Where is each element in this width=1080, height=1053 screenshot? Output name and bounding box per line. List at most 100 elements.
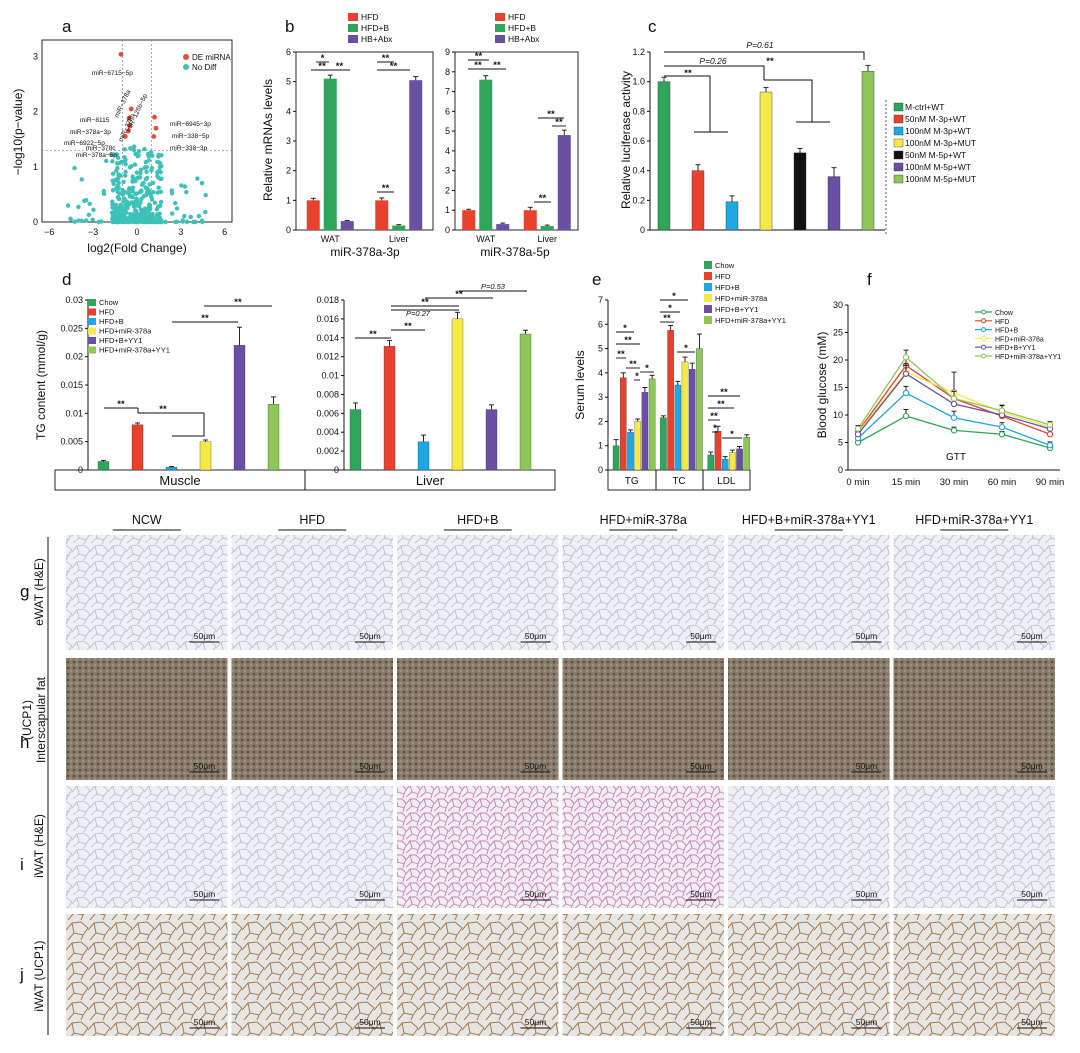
legend-label: 100nM M-5p+WT bbox=[905, 162, 971, 172]
y-tick-label: 3 bbox=[445, 166, 450, 176]
sig: ** bbox=[710, 411, 718, 422]
legend-marker bbox=[981, 335, 986, 341]
x-tick-label: WAT bbox=[476, 234, 495, 244]
point-HFD+miR-378a+YY1 bbox=[950, 395, 958, 402]
legend-marker bbox=[981, 309, 986, 315]
bar-HFD bbox=[383, 346, 396, 471]
no-diff-point bbox=[139, 216, 144, 221]
no-diff-point bbox=[184, 189, 189, 195]
legend-label: HFD+miR-378a bbox=[995, 336, 1044, 343]
sig: ** bbox=[117, 399, 125, 410]
no-diff-point bbox=[103, 158, 109, 164]
no-diff-point bbox=[68, 216, 73, 221]
legend-swatch bbox=[348, 13, 358, 21]
no-diff-point bbox=[155, 217, 160, 222]
de-mirna-point bbox=[125, 128, 131, 134]
point-HFD+B bbox=[1046, 442, 1054, 449]
no-diff-point bbox=[96, 219, 101, 225]
no-diff-point bbox=[191, 219, 196, 225]
x-tick-label: Liver bbox=[537, 234, 557, 244]
d-muscle-tick-label: 0.03 bbox=[65, 295, 83, 305]
legend-label: 100nM M-3p+MUT bbox=[905, 138, 976, 148]
micrograph bbox=[562, 786, 724, 908]
no-diff-point bbox=[110, 159, 115, 164]
legend-label: M-ctrl+WT bbox=[905, 102, 944, 112]
point-HFD+miR-378a+YY1 bbox=[998, 407, 1006, 414]
scale-bar-label: 50μm bbox=[525, 1017, 546, 1027]
scale-bar-label: 50μm bbox=[194, 889, 215, 899]
bar-HFD+miR-378a bbox=[451, 318, 464, 471]
bar-HFD+miR-378a+YY1 bbox=[696, 348, 703, 471]
point-HFD bbox=[1046, 431, 1054, 438]
legend-label: HFD+miR-378a+YY1 bbox=[995, 354, 1061, 361]
legend-label: HFD+miR-378a+YY1 bbox=[99, 346, 170, 355]
de-mirna-point bbox=[151, 134, 157, 139]
bar-HFD+miR-378a bbox=[729, 452, 736, 471]
legend-swatch bbox=[348, 24, 358, 32]
legend-swatch bbox=[495, 13, 505, 21]
point-HFD+B+YY1 bbox=[902, 370, 910, 377]
no-diff-point bbox=[156, 185, 161, 190]
mirna-label: miR−6922−5p bbox=[64, 140, 105, 147]
legend-label: Chow bbox=[99, 298, 119, 307]
panel-label: b bbox=[285, 17, 294, 36]
bar-50nM M-3p+WT bbox=[691, 170, 705, 231]
y-tick-label: 3 bbox=[286, 136, 291, 146]
panel-label: e bbox=[592, 270, 601, 289]
no-diff-point bbox=[113, 202, 119, 208]
no-diff-point bbox=[122, 208, 127, 214]
no-diff-point bbox=[115, 195, 121, 200]
no-diff-point bbox=[101, 191, 107, 197]
bracket bbox=[664, 75, 711, 132]
no-diff-point bbox=[142, 146, 147, 152]
legend-swatch bbox=[893, 150, 904, 160]
x-tick-label: 30 min bbox=[940, 477, 969, 488]
panel-label: j bbox=[19, 965, 24, 984]
d-liver-tick-label: 0.018 bbox=[316, 295, 339, 305]
y-tick-label: 4 bbox=[286, 106, 291, 116]
chart-title: miR-378a-3p bbox=[330, 245, 400, 259]
no-diff-point bbox=[115, 189, 120, 195]
bar-HFD bbox=[667, 330, 674, 471]
mirna-label: miR−6945−3p bbox=[170, 121, 211, 128]
no-diff-point bbox=[180, 218, 185, 223]
d-liver-tick-label: 0.002 bbox=[316, 446, 339, 456]
bar-Chow bbox=[349, 409, 362, 471]
legend-swatch bbox=[704, 316, 712, 324]
no-diff-point bbox=[91, 207, 96, 212]
no-diff-point bbox=[72, 219, 77, 224]
sig: * bbox=[645, 363, 649, 374]
sig: ** bbox=[624, 335, 632, 346]
legend-swatch bbox=[88, 337, 96, 344]
no-diff-point bbox=[144, 192, 149, 198]
no-diff-point bbox=[123, 157, 128, 162]
bar-M-ctrl+WT bbox=[657, 81, 671, 231]
y-tick-label: 1 bbox=[445, 205, 450, 215]
micrograph bbox=[66, 786, 228, 908]
d-muscle-tick-label: 0.025 bbox=[60, 323, 83, 333]
bar-HFD bbox=[462, 210, 476, 230]
bar-HFD bbox=[131, 424, 144, 471]
legend-label: HFD+miR-378a bbox=[99, 327, 152, 336]
x-tick-label: 60 min bbox=[988, 477, 1017, 488]
column-label: HFD+B+miR-378a+YY1 bbox=[742, 513, 876, 527]
bar-HFD+miR-378a bbox=[681, 361, 689, 471]
scale-bar-label: 50μm bbox=[1021, 761, 1042, 771]
legend-label: HFD+B bbox=[99, 317, 124, 326]
f-tick-label: 15 bbox=[833, 383, 843, 393]
scale-bar-label: 50μm bbox=[525, 761, 546, 771]
legend-marker bbox=[981, 327, 986, 333]
y-axis-label: Serum levels bbox=[573, 350, 587, 419]
panel-label: h bbox=[20, 733, 29, 752]
no-diff-point bbox=[115, 155, 121, 161]
x-tick-label: 0 bbox=[134, 227, 139, 237]
y-tick-label: 0 bbox=[33, 217, 38, 227]
p-value: P=0.53 bbox=[481, 282, 506, 291]
no-diff-point bbox=[129, 164, 134, 169]
de-mirna-point bbox=[153, 125, 159, 131]
bracket bbox=[664, 51, 865, 60]
no-diff-point bbox=[145, 186, 150, 192]
d-muscle-tick-label: 0.015 bbox=[60, 380, 83, 390]
sig: ** bbox=[629, 359, 637, 370]
bar-Chow bbox=[612, 445, 620, 471]
